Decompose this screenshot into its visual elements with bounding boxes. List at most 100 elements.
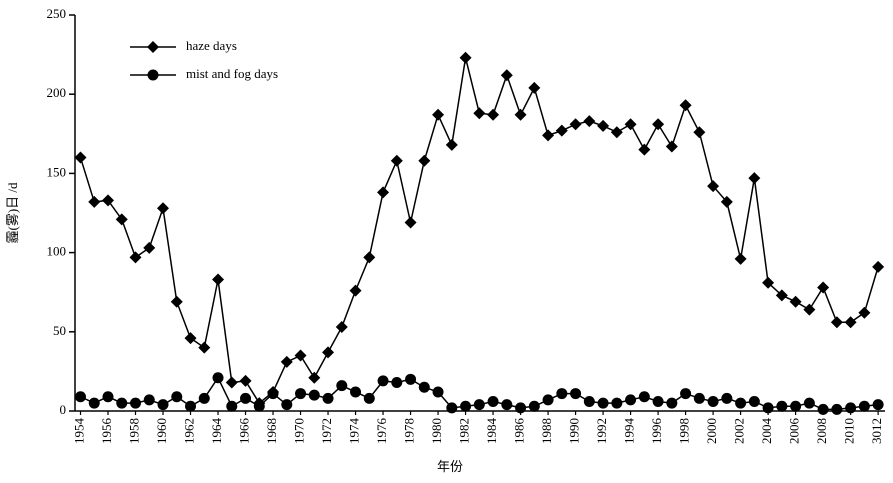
x-tick-label: 1984 — [484, 418, 499, 445]
x-tick-label: 1956 — [99, 418, 114, 445]
data-point — [556, 388, 568, 400]
y-tick-label: 100 — [47, 244, 67, 259]
data-point — [707, 395, 719, 407]
data-point — [253, 400, 265, 412]
data-point — [102, 391, 114, 403]
data-point — [391, 376, 403, 388]
data-point — [225, 376, 238, 389]
legend-label: mist and fog days — [186, 66, 278, 81]
data-point — [652, 118, 665, 131]
data-point — [349, 284, 362, 297]
data-point — [611, 397, 623, 409]
data-point — [624, 118, 637, 131]
x-tick-label: 1990 — [567, 418, 582, 444]
x-tick-label: 2004 — [759, 418, 774, 445]
data-point — [280, 355, 293, 368]
data-point — [789, 295, 802, 308]
data-point — [748, 172, 761, 185]
data-point — [790, 400, 802, 412]
data-point — [734, 252, 747, 265]
data-point — [776, 400, 788, 412]
data-point — [432, 108, 445, 121]
data-point — [350, 386, 362, 398]
x-tick-label: 1980 — [429, 418, 444, 444]
data-point — [405, 373, 417, 385]
data-point — [610, 126, 623, 139]
data-point — [707, 180, 720, 193]
data-point — [500, 69, 513, 82]
data-point — [115, 213, 128, 226]
data-point — [803, 397, 815, 409]
y-tick-label: 50 — [53, 323, 66, 338]
data-point — [817, 403, 829, 415]
data-point — [212, 273, 225, 286]
data-point — [638, 143, 651, 156]
data-point — [762, 402, 774, 414]
data-point — [666, 397, 678, 409]
x-tick-label: 1992 — [594, 418, 609, 444]
data-point — [198, 341, 211, 354]
data-point — [239, 374, 252, 387]
y-axis-label: 霾(雾)日 /d — [5, 182, 20, 244]
data-point — [116, 397, 128, 409]
data-point — [817, 281, 830, 294]
data-point — [459, 51, 472, 64]
data-point — [445, 138, 458, 151]
data-point — [473, 399, 485, 411]
y-tick-label: 250 — [47, 6, 67, 21]
x-tick-label: 1996 — [649, 418, 664, 445]
data-point — [638, 391, 650, 403]
x-tick-label: 1954 — [71, 418, 86, 445]
data-point — [102, 194, 115, 207]
data-point — [377, 375, 389, 387]
data-point — [665, 140, 678, 153]
x-tick-label: 1960 — [154, 418, 169, 444]
x-tick-label: 1998 — [677, 418, 692, 444]
data-point — [720, 195, 733, 208]
data-point — [294, 349, 307, 362]
x-tick-label: 2002 — [732, 418, 747, 444]
data-point — [212, 372, 224, 384]
data-point — [308, 389, 320, 401]
x-tick-label: 2008 — [814, 418, 829, 444]
data-point — [831, 403, 843, 415]
data-point — [418, 381, 430, 393]
data-point — [184, 332, 197, 345]
data-point — [872, 260, 885, 273]
y-tick-label: 200 — [47, 85, 67, 100]
data-point — [803, 303, 816, 316]
data-point — [170, 295, 183, 308]
data-point — [308, 371, 321, 384]
x-tick-label: 1994 — [622, 418, 637, 445]
data-point — [830, 316, 843, 329]
data-point — [569, 118, 582, 131]
x-tick-label: 1958 — [126, 418, 141, 444]
data-point — [404, 216, 417, 229]
data-point — [157, 202, 170, 215]
data-point — [652, 395, 664, 407]
data-point — [336, 380, 348, 392]
data-point — [845, 402, 857, 414]
data-point — [625, 394, 637, 406]
legend-marker — [147, 41, 159, 53]
data-point — [363, 251, 376, 264]
data-point — [418, 154, 431, 167]
x-tick-label: 1964 — [209, 418, 224, 445]
data-point — [143, 241, 156, 254]
data-point — [501, 399, 513, 411]
data-point — [555, 124, 568, 137]
x-tick-label: 2000 — [704, 418, 719, 444]
data-point — [775, 289, 788, 302]
data-point — [583, 395, 595, 407]
data-point — [528, 81, 541, 94]
x-tick-label: 2006 — [787, 418, 802, 445]
x-tick-label: 1978 — [402, 418, 417, 444]
data-point — [88, 397, 100, 409]
data-point — [335, 321, 348, 334]
data-point — [735, 397, 747, 409]
data-point — [583, 115, 596, 128]
data-point — [75, 391, 87, 403]
data-point — [390, 154, 403, 167]
x-tick-label: 1974 — [347, 418, 362, 445]
